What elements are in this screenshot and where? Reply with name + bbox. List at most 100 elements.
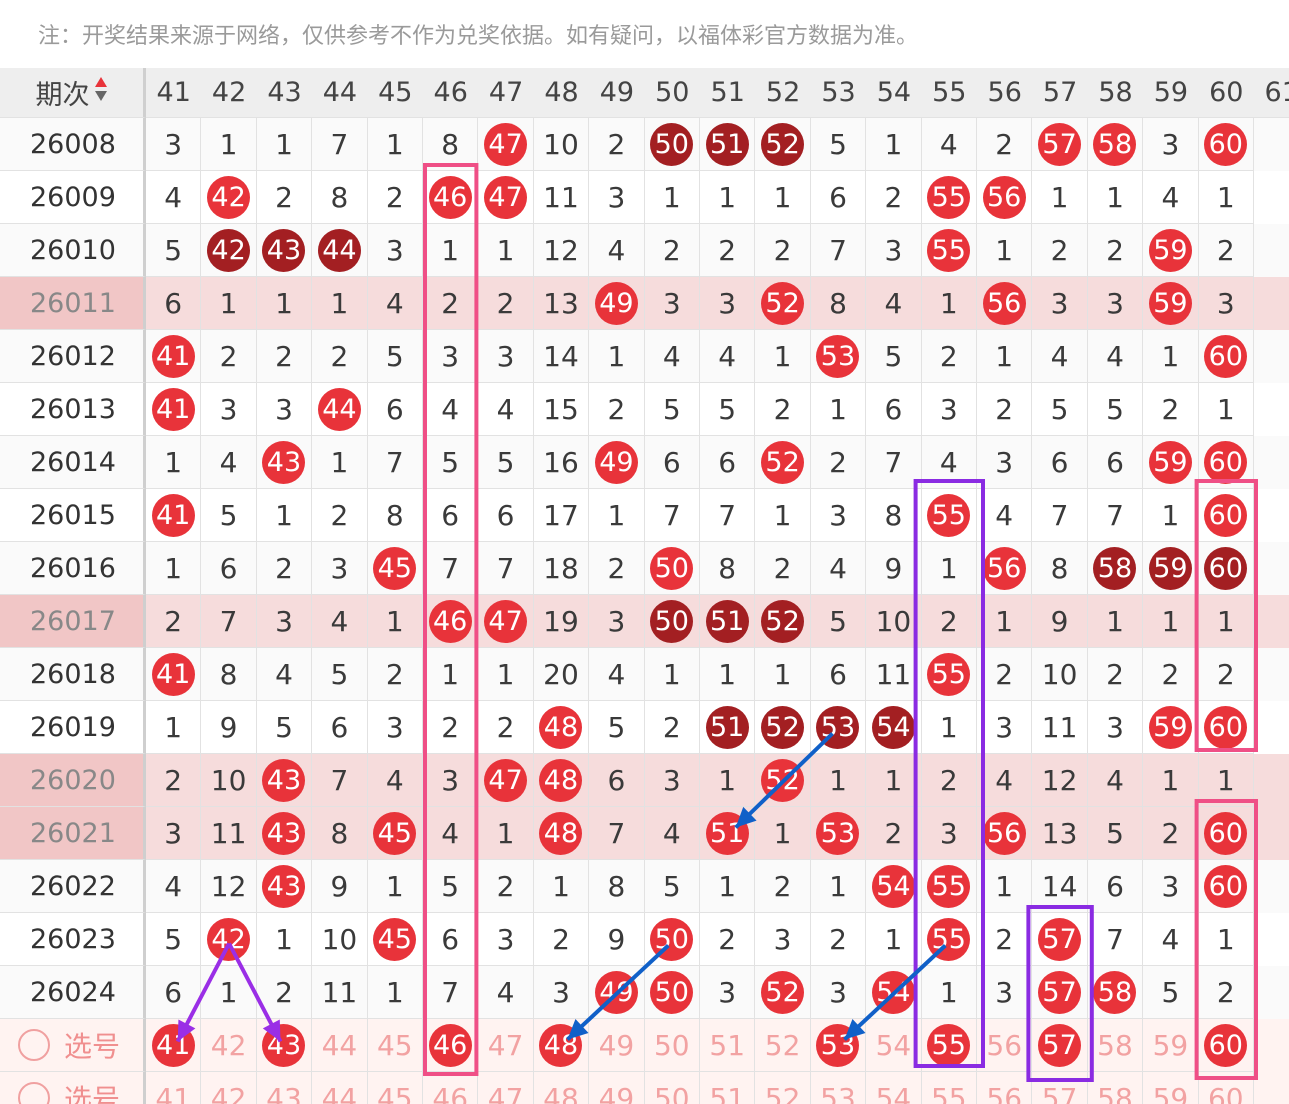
header-issue-cell[interactable]: 期次 [0, 68, 146, 118]
select-number[interactable]: 42 [201, 1019, 257, 1072]
selected-ball[interactable]: 46 [428, 1023, 472, 1067]
selected-ball[interactable]: 41 [151, 1023, 195, 1067]
selected-ball[interactable]: 55 [927, 1023, 971, 1067]
table-cell: 2 [810, 436, 867, 489]
select-number[interactable]: 58 [1088, 1072, 1144, 1104]
number-ball: 45 [373, 917, 417, 961]
table-cell: 3 [423, 754, 479, 807]
select-number[interactable]: 55 [922, 1072, 977, 1104]
select-number[interactable]: 52 [755, 1019, 811, 1072]
select-number[interactable]: 55 [921, 1019, 977, 1072]
selected-ball[interactable]: 53 [816, 1023, 860, 1067]
select-number[interactable]: 56 [977, 1072, 1033, 1104]
issue-number: 26021 [0, 807, 146, 860]
select-number[interactable]: 59 [1143, 1072, 1199, 1104]
select-number[interactable]: 47 [478, 1019, 534, 1072]
table-cell: 4 [146, 171, 202, 224]
select-number[interactable]: 48 [534, 1072, 590, 1104]
select-number[interactable]: 50 [645, 1072, 700, 1104]
table-cell: 1 [1032, 171, 1088, 224]
select-number[interactable]: 53 [810, 1019, 867, 1072]
selected-ball[interactable]: 43 [262, 1023, 306, 1067]
table-cell: 52 [755, 436, 811, 489]
selected-ball[interactable]: 48 [539, 1023, 583, 1067]
select-number[interactable]: 44 [312, 1072, 368, 1104]
number-ball: 59 [1148, 281, 1192, 325]
table-cell: 4 [423, 383, 479, 436]
select-number[interactable]: 58 [1087, 1019, 1144, 1072]
radio-circle-icon[interactable] [18, 1029, 50, 1061]
table-cell: 3 [977, 966, 1033, 1019]
table-cell: 1 [1143, 330, 1199, 383]
select-number[interactable]: 57 [1032, 1072, 1088, 1104]
table-cell: 1 [256, 118, 313, 171]
table-cell: 56 [977, 277, 1033, 330]
selected-ball[interactable]: 60 [1204, 1023, 1248, 1067]
table-cell: 53 [810, 330, 867, 383]
select-number[interactable]: 60 [1199, 1072, 1254, 1104]
number-ball: 60 [1204, 334, 1248, 378]
table-cell: 19 [533, 595, 590, 648]
select-number[interactable]: 46 [423, 1019, 479, 1072]
select-number[interactable]: 41 [146, 1019, 202, 1072]
select-number[interactable]: 54 [866, 1019, 922, 1072]
table-cell: 1 [312, 277, 368, 330]
select-number[interactable]: 43 [257, 1072, 313, 1104]
table-cell: 2 [478, 277, 534, 330]
select-number[interactable]: 45 [367, 1019, 423, 1072]
select-number[interactable]: 45 [368, 1072, 423, 1104]
select-number[interactable]: 49 [589, 1019, 645, 1072]
select-toggle[interactable]: 选号 [0, 1072, 146, 1104]
select-number[interactable]: 50 [644, 1019, 700, 1072]
select-number[interactable]: 53 [811, 1072, 867, 1104]
select-number[interactable]: 54 [866, 1072, 922, 1104]
table-cell: 1 [256, 913, 313, 966]
select-number[interactable]: 56 [977, 1019, 1033, 1072]
table-cell: 2 [755, 383, 811, 436]
header-col-50: 50 [644, 68, 700, 118]
radio-circle-icon[interactable] [18, 1082, 50, 1104]
table-cell: 4 [1143, 913, 1199, 966]
select-number[interactable]: 51 [700, 1072, 756, 1104]
table-cell: 52 [755, 118, 811, 171]
select-number[interactable]: 41 [146, 1072, 202, 1104]
table-cell: 5 [146, 224, 202, 277]
select-number[interactable]: 60 [1198, 1019, 1254, 1072]
number-ball: 51 [705, 122, 749, 166]
table-cell: 3 [256, 595, 313, 648]
select-number[interactable]: 57 [1032, 1019, 1088, 1072]
select-number[interactable]: 51 [700, 1019, 756, 1072]
table-cell: 2 [533, 913, 590, 966]
table-cell: 6 [810, 648, 867, 701]
select-number[interactable]: 43 [256, 1019, 313, 1072]
table-cell: 2 [1032, 224, 1088, 277]
number-ball: 48 [539, 705, 583, 749]
table-cell: 2 [423, 277, 479, 330]
select-number[interactable]: 47 [478, 1072, 534, 1104]
table-cell: 1 [866, 118, 922, 171]
select-number[interactable]: 42 [201, 1072, 257, 1104]
number-ball: 45 [373, 811, 417, 855]
table-cell: 1 [478, 648, 534, 701]
select-number[interactable]: 44 [312, 1019, 368, 1072]
number-ball: 52 [761, 599, 805, 643]
table-cell: 14 [1032, 860, 1088, 913]
select-number[interactable]: 48 [533, 1019, 590, 1072]
number-ball: 50 [650, 970, 694, 1014]
select-number[interactable]: 49 [589, 1072, 645, 1104]
table-cell: 9 [1032, 595, 1088, 648]
table-cell: 5 [1087, 807, 1144, 860]
select-toggle[interactable]: 选号 [0, 1019, 146, 1072]
table-cell: 3 [478, 330, 534, 383]
select-number[interactable]: 52 [755, 1072, 811, 1104]
table-cell: 1 [146, 436, 202, 489]
select-number[interactable]: 46 [423, 1072, 479, 1104]
select-number[interactable]: 59 [1143, 1019, 1199, 1072]
table-cell: 6 [1087, 860, 1144, 913]
header-col-58: 58 [1087, 68, 1144, 118]
table-cell: 1 [700, 754, 756, 807]
header-issue-label: 期次 [35, 80, 90, 111]
number-ball: 50 [650, 122, 694, 166]
selected-ball[interactable]: 57 [1038, 1023, 1082, 1067]
sort-updown-icon[interactable] [94, 76, 108, 109]
